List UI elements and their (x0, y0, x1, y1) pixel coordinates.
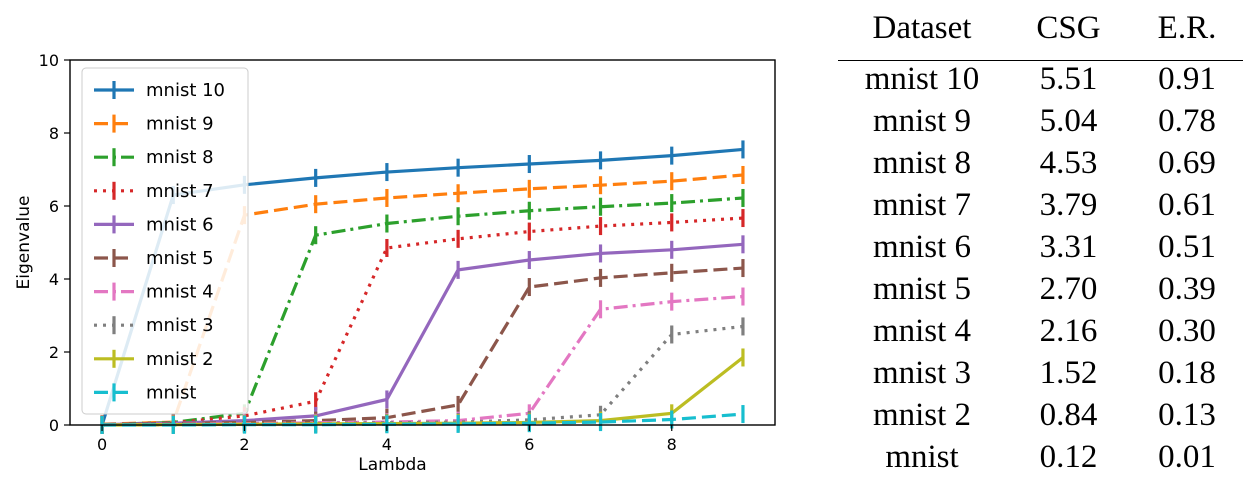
results-table: Dataset CSG E.R. mnist 10 5.51 0.91 mnist 9… (838, 10, 1243, 481)
x-tick-label: 0 (97, 435, 107, 454)
legend-label: mnist 3 (146, 315, 214, 336)
y-tick-label: 6 (49, 197, 59, 216)
cell-dataset: mnist 4 (872, 313, 972, 349)
legend-label: mnist 7 (146, 181, 214, 202)
cell-csg: 4.53 (1039, 145, 1098, 181)
y-tick-label: 10 (39, 51, 59, 70)
legend-label: mnist 5 (146, 248, 214, 269)
cell-dataset: mnist 5 (872, 271, 972, 307)
y-tick-label: 4 (49, 270, 59, 289)
table-row: mnist 9 5.04 0.78 (838, 103, 1243, 145)
y-tick-label: 0 (49, 416, 59, 435)
cell-csg: 3.79 (1039, 187, 1098, 223)
cell-csg: 2.16 (1039, 313, 1098, 349)
cell-csg: 5.51 (1039, 61, 1098, 97)
table-header-row: Dataset CSG E.R. (838, 10, 1243, 56)
table-body: mnist 10 5.51 0.91 mnist 9 5.04 0.78 mnist 8 4.… (838, 61, 1243, 481)
x-tick-label: 2 (239, 435, 249, 454)
eigenvalue-chart: 0 2 4 6 8 0 2 4 6 8 10 Lambda Eigenvalue mnist 10 mnis… (14, 51, 776, 475)
table-row: mnist 6 3.31 0.51 (838, 229, 1243, 271)
cell-dataset: mnist (885, 439, 959, 475)
table-rule (838, 60, 1243, 61)
chart-canvas: 0 2 4 6 8 0 2 4 6 8 10 Lambda Eigenvalue mnist 10 mnis… (14, 51, 776, 475)
cell-dataset: mnist 2 (872, 397, 972, 433)
cell-er: 0.78 (1158, 103, 1216, 139)
y-tick-label: 8 (49, 124, 59, 143)
y-tick-label: 2 (49, 343, 59, 362)
cell-er: 0.01 (1158, 439, 1216, 475)
table-row: mnist 8 4.53 0.69 (838, 145, 1243, 187)
cell-dataset: mnist 6 (872, 229, 972, 265)
cell-dataset: mnist 9 (872, 103, 972, 139)
legend-label: mnist 6 (146, 214, 214, 235)
legend-label: mnist 10 (146, 80, 225, 101)
cell-csg: 1.52 (1039, 355, 1098, 391)
cell-csg: 3.31 (1039, 229, 1098, 265)
cell-er: 0.13 (1158, 397, 1216, 433)
table-row: mnist 5 2.70 0.39 (838, 271, 1243, 313)
header-dataset: Dataset (872, 10, 972, 46)
x-tick-label: 6 (524, 435, 534, 454)
header-er: E.R. (1157, 10, 1217, 46)
table-row: mnist 7 3.79 0.61 (838, 187, 1243, 229)
cell-dataset: mnist 7 (872, 187, 972, 223)
x-axis-label: Lambda (358, 455, 426, 475)
cell-csg: 5.04 (1039, 103, 1098, 139)
x-tick-label: 4 (382, 435, 392, 454)
table-row: mnist 10 5.51 0.91 (838, 61, 1243, 103)
cell-er: 0.18 (1158, 355, 1216, 391)
series-line (101, 196, 744, 427)
cell-er: 0.30 (1158, 313, 1216, 349)
cell-dataset: mnist 3 (872, 355, 972, 391)
x-tick-label: 8 (667, 435, 677, 454)
cell-er: 0.39 (1158, 271, 1216, 307)
table-row: mnist 3 1.52 0.18 (838, 355, 1243, 397)
table-row: mnist 0.12 0.01 (838, 439, 1243, 481)
legend-label: mnist 8 (146, 147, 214, 168)
legend-box (81, 67, 249, 415)
cell-er: 0.61 (1158, 187, 1216, 223)
legend-label: mnist 4 (146, 282, 214, 303)
legend-label: mnist (146, 382, 196, 403)
cell-er: 0.91 (1158, 61, 1216, 97)
legend-label: mnist 9 (146, 114, 214, 135)
cell-dataset: mnist 10 (864, 61, 980, 97)
cell-csg: 2.70 (1039, 271, 1098, 307)
header-csg: CSG (1036, 10, 1101, 46)
table-row: mnist 4 2.16 0.30 (838, 313, 1243, 355)
plot-frame (69, 59, 776, 426)
cell-er: 0.69 (1158, 145, 1216, 181)
y-axis-label: Eigenvalue (14, 196, 34, 290)
cell-dataset: mnist 8 (872, 145, 972, 181)
legend-label: mnist 2 (146, 349, 214, 370)
cell-csg: 0.84 (1039, 397, 1098, 433)
table-row: mnist 2 0.84 0.13 (838, 397, 1243, 439)
cell-csg: 0.12 (1039, 439, 1098, 475)
cell-er: 0.51 (1158, 229, 1216, 265)
